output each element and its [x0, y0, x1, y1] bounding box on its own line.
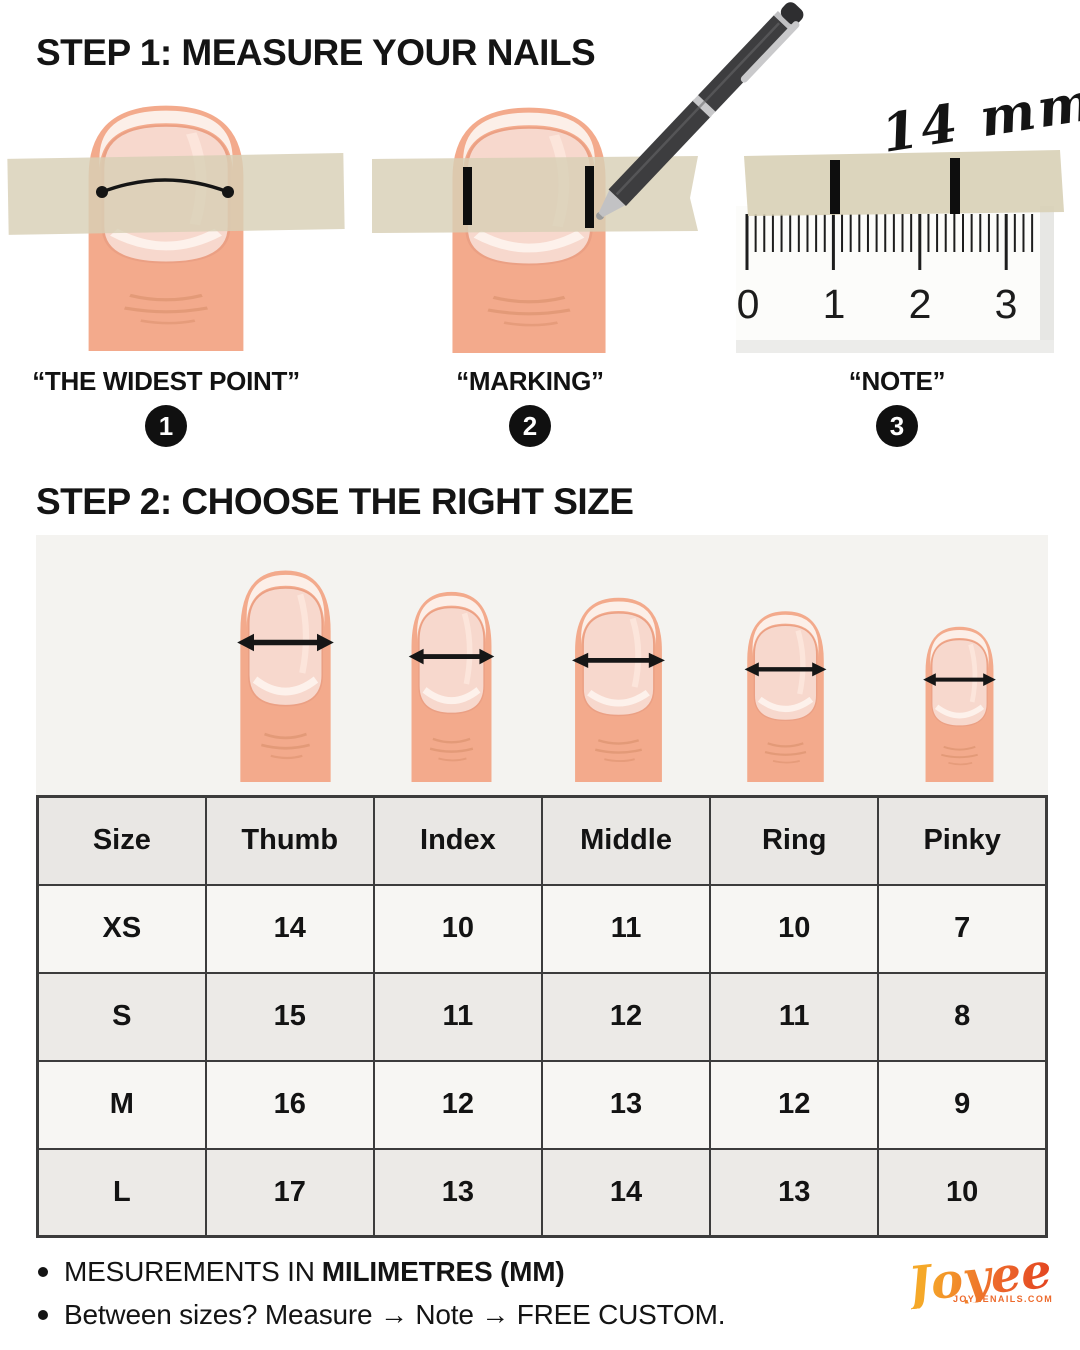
table-row-s: S 15 11 12 11 8	[36, 971, 1048, 1062]
step2-heading: STEP 2: CHOOSE THE RIGHT SIZE	[36, 481, 634, 522]
col-header-index: Index	[372, 795, 543, 886]
cell-value: 13	[372, 1147, 543, 1238]
col-header-ring: Ring	[709, 795, 880, 886]
step-badge-1: 1	[145, 405, 187, 447]
size-label: S	[36, 971, 207, 1062]
cell-value: 9	[877, 1059, 1048, 1150]
cell-value: 15	[204, 971, 375, 1062]
cell-value: 10	[372, 883, 543, 974]
note-free-custom: Between sizes? Measure → Note → FREE CUS…	[38, 1299, 726, 1331]
cell-value: 11	[540, 883, 712, 974]
measurement-annotation: 14 mm	[877, 71, 1080, 165]
caption-note: “NOTE” 3	[717, 366, 1077, 447]
ruler-ticks	[745, 214, 1034, 270]
cell-value: 11	[372, 971, 543, 1062]
cell-value: 17	[204, 1147, 375, 1238]
caption-marking: “MARKING” 2	[350, 366, 710, 447]
caption-label: “NOTE”	[848, 366, 946, 396]
note-measurements: MESUREMENTS IN MILIMETRES (MM)	[38, 1256, 565, 1288]
widest-point-illustration	[7, 106, 345, 351]
size-label: M	[36, 1059, 207, 1150]
caption-widest-point: “THE WIDEST POINT” 1	[0, 366, 346, 447]
col-header-size: Size	[36, 795, 207, 886]
brand-logo: Joyee JOYEENAILS.COM	[895, 1243, 1065, 1314]
pen-icon	[596, 2, 804, 220]
svg-text:3: 3	[995, 281, 1018, 327]
svg-text:2: 2	[909, 281, 932, 327]
step-badge-2: 2	[509, 405, 551, 447]
cell-value: 7	[877, 883, 1048, 974]
svg-text:0: 0	[737, 281, 760, 327]
note-text-bold: MILIMETRES (MM)	[321, 1256, 565, 1287]
caption-label: “THE WIDEST POINT”	[32, 366, 300, 396]
caption-label: “MARKING”	[456, 366, 604, 396]
cell-value: 10	[709, 883, 880, 974]
cell-value: 12	[709, 1059, 880, 1150]
svg-text:1: 1	[823, 281, 846, 327]
note-text: Between sizes? Measure → Note → FREE CUS…	[64, 1299, 726, 1330]
step1-heading: STEP 1: MEASURE YOUR NAILS	[36, 32, 596, 73]
table-row-l: L 17 13 14 13 10	[36, 1147, 1048, 1238]
table-row-xs: XS 14 10 11 10 7	[36, 883, 1048, 974]
cell-value: 14	[204, 883, 375, 974]
cell-value: 14	[540, 1147, 712, 1238]
cell-value: 10	[877, 1147, 1048, 1238]
size-chart-table: Size Thumb Index Middle Ring Pinky XS 14…	[36, 795, 1048, 1238]
step-badge-3: 3	[876, 405, 918, 447]
brand-domain: JOYEENAILS.COM	[895, 1294, 1065, 1304]
cell-value: 12	[540, 971, 712, 1062]
col-header-pinky: Pinky	[877, 795, 1048, 886]
cell-value: 12	[372, 1059, 543, 1150]
cell-value: 13	[540, 1059, 712, 1150]
ruler-illustration: 14 mm 0 1 2 3	[736, 71, 1080, 353]
table-row-m: M 16 12 13 12 9	[36, 1059, 1048, 1150]
bullet-dot	[38, 1310, 48, 1320]
col-header-thumb: Thumb	[204, 795, 375, 886]
brand-name: Joyee	[905, 1242, 1055, 1314]
bullet-dot	[38, 1267, 48, 1277]
size-chart-header: Size Thumb Index Middle Ring Pinky	[36, 795, 1048, 886]
cell-value: 11	[709, 971, 880, 1062]
size-label: XS	[36, 883, 207, 974]
cell-value: 16	[204, 1059, 375, 1150]
cell-value: 13	[709, 1147, 880, 1238]
note-text: MESUREMENTS IN	[64, 1256, 315, 1287]
col-header-middle: Middle	[540, 795, 712, 886]
cell-value: 8	[877, 971, 1048, 1062]
size-label: L	[36, 1147, 207, 1238]
